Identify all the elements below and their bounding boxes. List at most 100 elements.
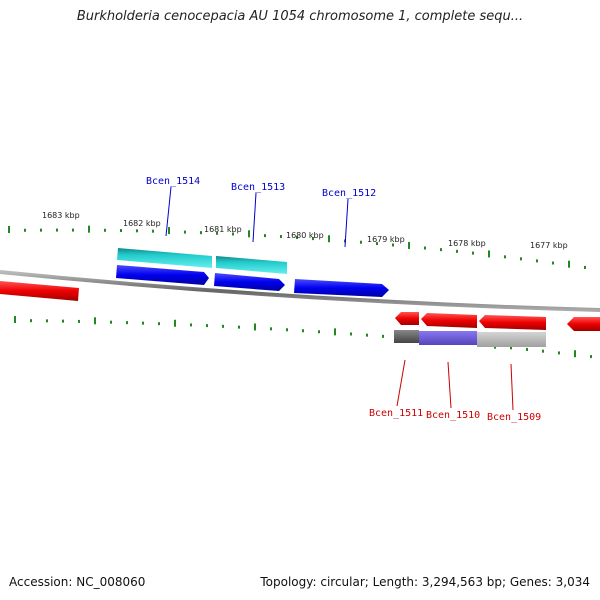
- upper-major-tick: [488, 250, 490, 258]
- scale-label-1678: 1678 kbp: [448, 239, 486, 248]
- lower-minor-tick: [350, 332, 352, 336]
- upper-minor-tick: [104, 228, 106, 232]
- highlight-band-bcen-1511[interactable]: [394, 330, 419, 343]
- upper-major-tick: [328, 235, 330, 243]
- connector-bcen-1509: [510, 363, 514, 411]
- upper-minor-tick: [520, 257, 522, 261]
- gene-left-partial[interactable]: [0, 281, 79, 301]
- lower-minor-tick: [62, 319, 64, 323]
- lower-minor-tick: [222, 324, 224, 328]
- lower-minor-tick: [382, 334, 384, 338]
- scale-label-1677: 1677 kbp: [530, 241, 568, 250]
- gene-label-bcen-1513[interactable]: Bcen_1513: [231, 182, 285, 193]
- scale-label-1682: 1682 kbp: [123, 219, 161, 228]
- lower-major-tick: [14, 316, 16, 323]
- lower-minor-tick: [542, 349, 544, 353]
- highlight-band-bcen-1513[interactable]: [216, 256, 287, 274]
- lower-minor-tick: [190, 323, 192, 327]
- gene-label-bcen-1512[interactable]: Bcen_1512: [322, 188, 376, 199]
- upper-minor-tick: [456, 249, 458, 253]
- connector-bcen-1511: [396, 359, 406, 407]
- lower-minor-tick: [270, 327, 272, 331]
- lower-minor-tick: [126, 321, 128, 325]
- lower-major-tick: [334, 328, 336, 336]
- lower-minor-tick: [78, 319, 80, 323]
- lower-major-tick: [574, 350, 576, 358]
- upper-minor-tick: [40, 228, 42, 232]
- highlight-band-bcen-1509[interactable]: [477, 332, 546, 347]
- lower-minor-tick: [510, 346, 512, 350]
- upper-minor-tick: [232, 232, 234, 236]
- gene-bcen-1514[interactable]: [116, 265, 209, 285]
- lower-minor-tick: [366, 333, 368, 337]
- highlight-band-bcen-1510[interactable]: [419, 331, 477, 345]
- upper-minor-tick: [536, 259, 538, 263]
- lower-minor-tick: [46, 319, 48, 323]
- upper-minor-tick: [312, 237, 314, 241]
- lower-minor-tick: [110, 320, 112, 324]
- upper-minor-tick: [584, 265, 586, 269]
- genome-stats-label: Topology: circular; Length: 3,294,563 bp…: [260, 575, 590, 589]
- gene-bcen-1509[interactable]: [479, 315, 546, 330]
- lower-major-tick: [94, 317, 96, 325]
- scale-label-1679: 1679 kbp: [367, 235, 405, 244]
- upper-minor-tick: [152, 229, 154, 233]
- upper-minor-tick: [472, 251, 474, 255]
- connector-bcen-1513: [252, 192, 257, 243]
- scale-label-1683: 1683 kbp: [42, 211, 80, 220]
- lower-minor-tick: [286, 328, 288, 332]
- gene-bcen-1510[interactable]: [421, 313, 477, 328]
- tick-track-upper: [8, 225, 586, 269]
- gene-bcen-1511[interactable]: [395, 312, 419, 325]
- lower-minor-tick: [302, 329, 304, 333]
- upper-minor-tick: [504, 255, 506, 259]
- upper-minor-tick: [440, 248, 442, 252]
- lower-minor-tick: [318, 330, 320, 334]
- upper-minor-tick: [72, 228, 74, 232]
- gene-right-partial[interactable]: [567, 317, 600, 331]
- upper-major-tick: [568, 260, 570, 268]
- lower-minor-tick: [158, 322, 160, 326]
- upper-minor-tick: [120, 229, 122, 233]
- connector-bcen-1514: [165, 186, 172, 237]
- connector-bcen-1510: [447, 361, 452, 409]
- lower-minor-tick: [558, 351, 560, 355]
- upper-minor-tick: [184, 230, 186, 234]
- upper-minor-tick: [264, 234, 266, 238]
- upper-major-tick: [168, 227, 170, 235]
- upper-minor-tick: [216, 231, 218, 235]
- lower-major-tick: [174, 319, 176, 327]
- scale-label-1680: 1680 kbp: [286, 231, 324, 240]
- upper-major-tick: [88, 225, 90, 233]
- upper-minor-tick: [136, 229, 138, 233]
- upper-minor-tick: [360, 240, 362, 244]
- connector-bcen-1512: [344, 198, 349, 248]
- lower-minor-tick: [142, 321, 144, 325]
- lower-minor-tick: [206, 324, 208, 328]
- gene-bcen-1512[interactable]: [294, 279, 389, 297]
- upper-major-tick: [408, 241, 410, 249]
- lower-minor-tick: [526, 347, 528, 351]
- upper-minor-tick: [392, 243, 394, 247]
- upper-major-tick: [248, 230, 250, 238]
- lower-minor-tick: [30, 319, 32, 323]
- lower-minor-tick: [590, 355, 592, 359]
- upper-minor-tick: [296, 236, 298, 240]
- upper-minor-tick: [200, 231, 202, 235]
- upper-minor-tick: [56, 228, 58, 232]
- gene-label-bcen-1514[interactable]: Bcen_1514: [146, 176, 200, 187]
- gene-label-bcen-1509[interactable]: Bcen_1509: [487, 412, 541, 423]
- upper-minor-tick: [424, 246, 426, 250]
- highlight-band-bcen-1514[interactable]: [117, 248, 212, 268]
- gene-label-bcen-1511[interactable]: Bcen_1511: [369, 408, 423, 419]
- gene-label-bcen-1510[interactable]: Bcen_1510: [426, 410, 480, 421]
- page-title: Burkholderia cenocepacia AU 1054 chromos…: [76, 9, 524, 24]
- upper-minor-tick: [280, 235, 282, 239]
- lower-major-tick: [254, 323, 256, 331]
- genome-backbone: [0, 270, 600, 312]
- gene-bcen-1513[interactable]: [214, 273, 285, 291]
- lower-minor-tick: [238, 325, 240, 329]
- accession-label: Accession: NC_008060: [9, 575, 146, 589]
- upper-minor-tick: [552, 261, 554, 265]
